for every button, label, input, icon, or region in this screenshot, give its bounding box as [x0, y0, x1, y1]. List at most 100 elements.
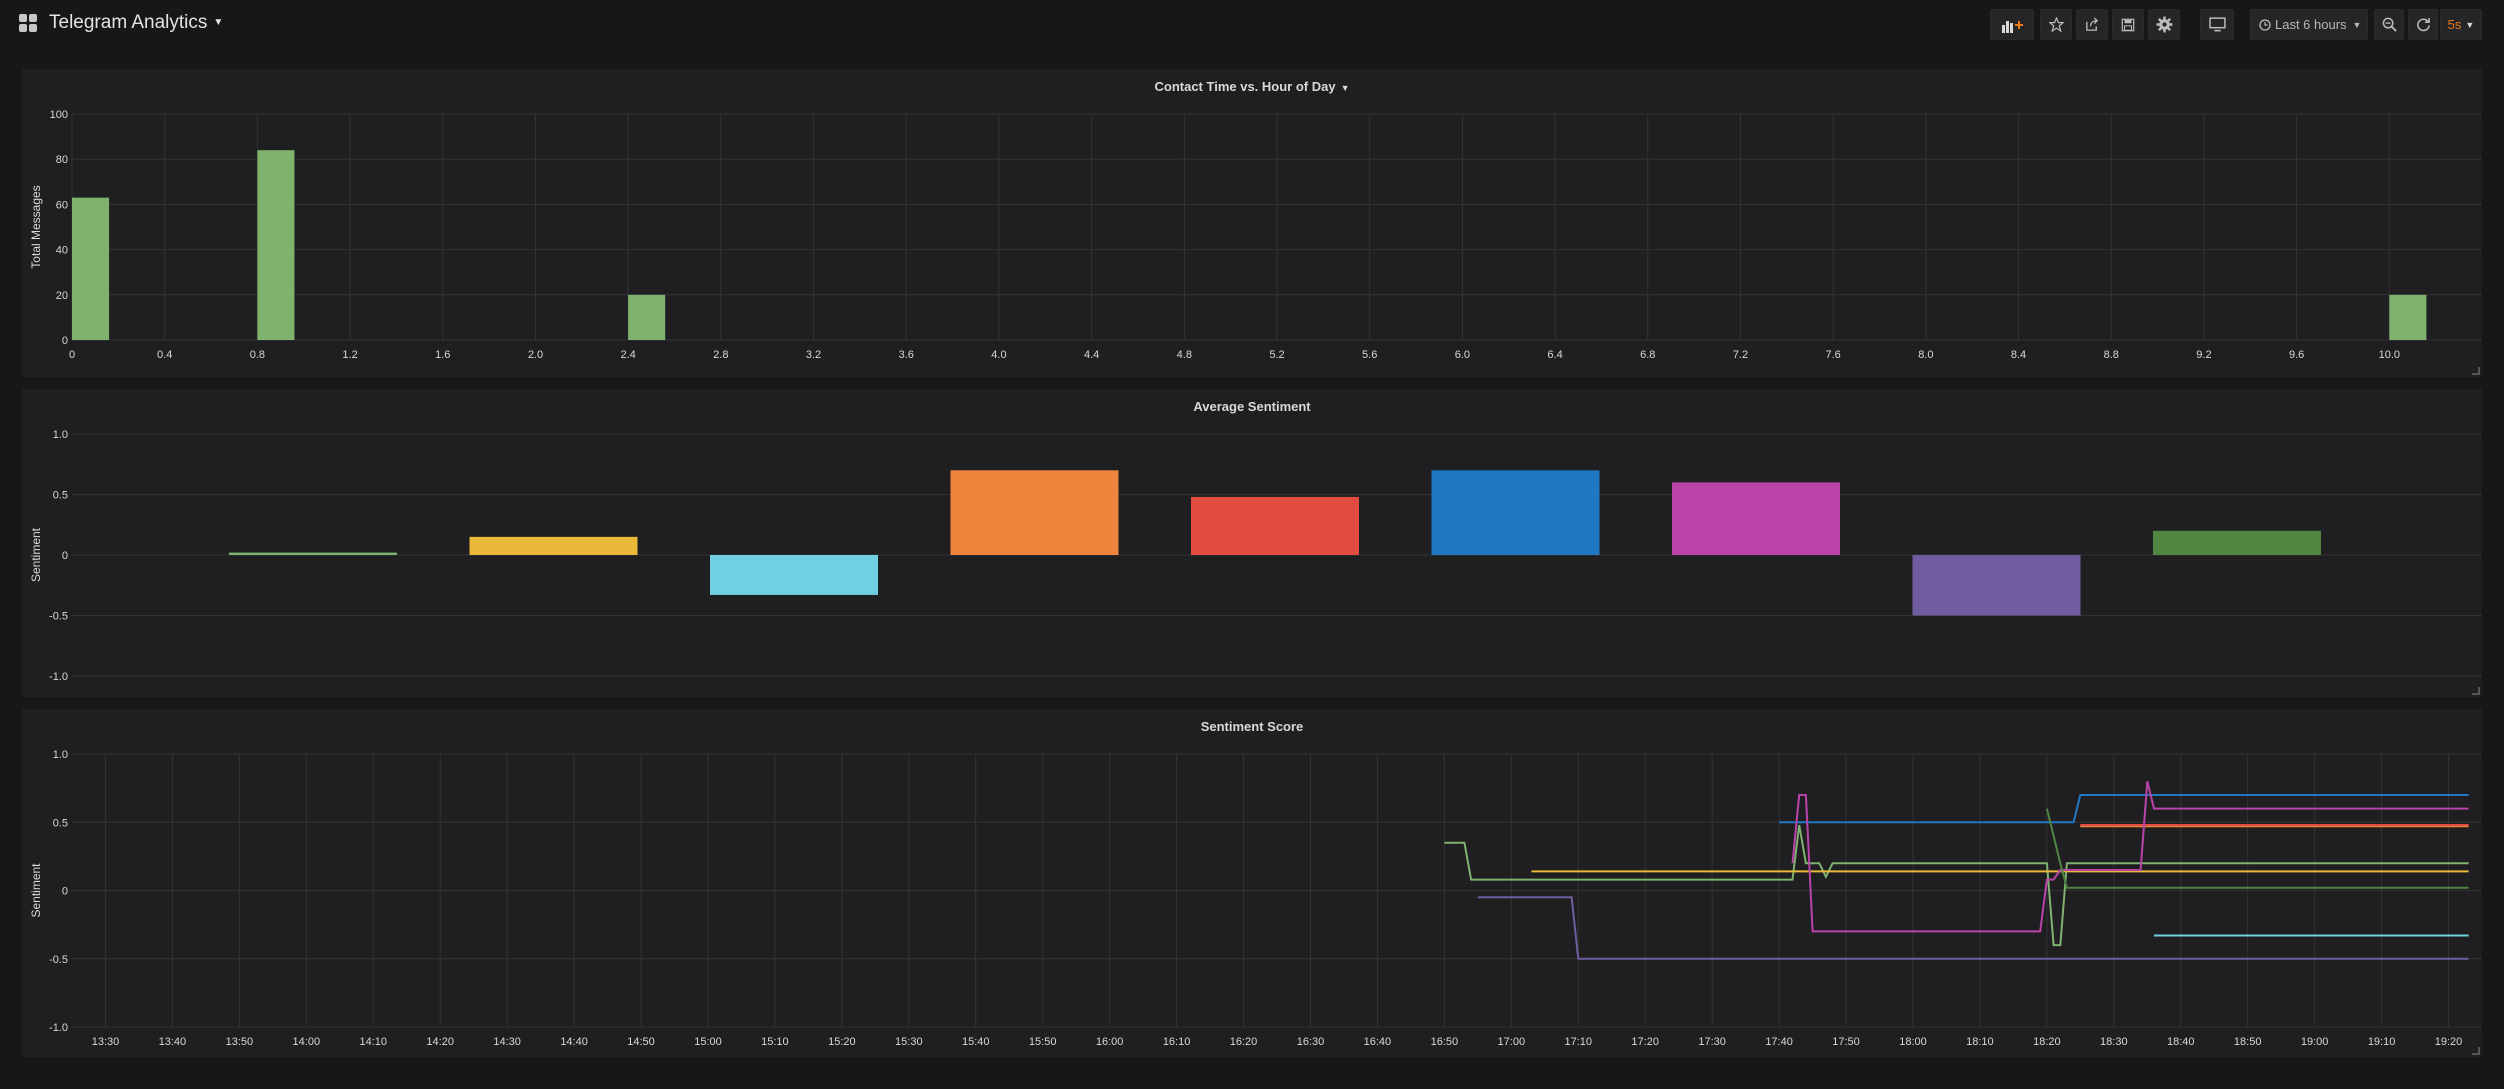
y-tick-label: 1.0 — [53, 749, 68, 761]
panel-title[interactable]: Contact Time vs. Hour of Day ▼ — [22, 79, 2482, 94]
y-tick-label: 60 — [56, 199, 68, 211]
x-tick-label: 19:20 — [2435, 1036, 2463, 1048]
x-tick-label: 17:40 — [1765, 1036, 1793, 1048]
x-tick-label: 14:40 — [560, 1036, 588, 1048]
chevron-down-icon: ▼ — [1340, 83, 1350, 93]
x-tick-label: 10.0 — [2379, 349, 2400, 361]
star-button[interactable] — [2040, 9, 2072, 40]
y-tick-label: 20 — [56, 290, 68, 302]
bar — [1912, 555, 2081, 616]
y-tick-label: -1.0 — [49, 1022, 68, 1034]
share-button[interactable] — [2076, 9, 2108, 40]
y-tick-label: 100 — [50, 109, 68, 121]
y-tick-label: 0.5 — [53, 817, 68, 829]
x-tick-label: 14:30 — [493, 1036, 521, 1048]
dashboards-grid-icon[interactable] — [19, 14, 38, 33]
x-tick-label: 17:10 — [1564, 1036, 1592, 1048]
panel-contact-time: Contact Time vs. Hour of Day ▼ 0 20 40 60 80 1… — [22, 69, 2482, 377]
star-icon — [2048, 17, 2064, 32]
x-tick-label: 13:50 — [226, 1036, 254, 1048]
chevron-down-icon: ▼ — [2352, 19, 2362, 30]
x-tick-label: 15:00 — [694, 1036, 722, 1048]
x-tick-label: 14:00 — [293, 1036, 321, 1048]
x-tick-label: 1.2 — [342, 349, 357, 361]
bar — [229, 552, 397, 555]
x-tick-label: 15:30 — [895, 1036, 923, 1048]
x-tick-label: 14:50 — [627, 1036, 655, 1048]
zoom-out-button[interactable] — [2374, 9, 2404, 40]
x-tick-label: 17:30 — [1698, 1036, 1726, 1048]
panel-title-text: Contact Time vs. Hour of Day — [1154, 79, 1336, 94]
y-tick-label: 0.5 — [53, 490, 68, 502]
x-tick-label: 15:10 — [761, 1036, 789, 1048]
refresh-interval-label: 5s — [2447, 17, 2462, 32]
settings-button[interactable] — [2148, 9, 2180, 40]
bar — [710, 555, 878, 595]
bar — [1672, 482, 1840, 555]
time-range-picker[interactable]: Last 6 hours ▼ — [2250, 9, 2368, 40]
x-tick-label: 13:40 — [159, 1036, 187, 1048]
sentiment-score-line-chart: 1.0 0.5 0 -0.5 -1.0 13:30 13:40 13:50 14:00 14:10… — [29, 749, 2482, 1048]
zoom-out-icon — [2382, 17, 2397, 32]
bar — [2389, 294, 2427, 340]
x-tick-label: 9.2 — [2196, 349, 2211, 361]
x-tick-label: 6.0 — [1455, 349, 1470, 361]
x-tick-label: 15:50 — [1029, 1036, 1057, 1048]
y-tick-label: 0 — [62, 886, 68, 898]
panel-title[interactable]: Average Sentiment — [22, 399, 2482, 414]
x-tick-label: 6.8 — [1640, 349, 1655, 361]
bar — [1431, 470, 1600, 555]
x-tick-label: 6.4 — [1547, 349, 1562, 361]
panel-title[interactable]: Sentiment Score — [22, 719, 2482, 734]
save-icon — [2121, 18, 2135, 31]
tv-mode-button[interactable] — [2200, 9, 2234, 40]
panel-resize-handle[interactable] — [2472, 367, 2480, 375]
y-axis-label: Sentiment — [29, 863, 43, 918]
panel-sentiment-score: Sentiment Score 1.0 0.5 0 -0.5 -1.0 13:30 13:4… — [22, 709, 2482, 1057]
x-tick-label: 19:10 — [2368, 1036, 2396, 1048]
panel-resize-handle[interactable] — [2472, 1047, 2480, 1055]
dashboard-title[interactable]: Telegram Analytics ▼ — [49, 12, 223, 34]
y-axis-label: Total Messages — [29, 185, 43, 268]
average-sentiment-bar-chart: 1.0 0.5 0 -0.5 -1.0 Sentiment — [29, 429, 2482, 683]
series-line — [1779, 794, 2469, 824]
bar-chart-plus-icon — [2002, 20, 2023, 33]
x-tick-label: 9.6 — [2289, 349, 2304, 361]
refresh-interval-picker[interactable]: 5s ▼ — [2440, 9, 2482, 40]
x-tick-label: 2.0 — [528, 349, 543, 361]
x-tick-label: 2.8 — [713, 349, 728, 361]
bar — [469, 536, 638, 555]
refresh-button[interactable] — [2408, 9, 2438, 40]
panel-resize-handle[interactable] — [2472, 687, 2480, 695]
y-tick-label: -0.5 — [49, 954, 68, 966]
bar — [2153, 530, 2321, 555]
y-tick-label: 40 — [56, 245, 68, 257]
x-tick-label: 15:40 — [962, 1036, 990, 1048]
clock-icon — [2259, 18, 2271, 31]
x-tick-label: 1.6 — [435, 349, 450, 361]
x-tick-label: 19:00 — [2301, 1036, 2329, 1048]
x-tick-label: 13:30 — [92, 1036, 120, 1048]
x-tick-label: 3.6 — [899, 349, 914, 361]
x-tick-label: 4.0 — [991, 349, 1006, 361]
x-tick-label: 16:50 — [1431, 1036, 1459, 1048]
panel-average-sentiment: Average Sentiment 1.0 0.5 0 -0.5 -1.0 Sentime… — [22, 389, 2482, 697]
share-icon — [2085, 17, 2098, 31]
x-tick-label: 7.2 — [1733, 349, 1748, 361]
y-tick-label: 80 — [56, 154, 68, 166]
x-tick-label: 16:30 — [1297, 1036, 1325, 1048]
x-tick-label: 0 — [69, 349, 75, 361]
bar — [72, 197, 110, 340]
series-line — [1477, 896, 2469, 960]
x-tick-label: 16:20 — [1230, 1036, 1258, 1048]
series-line — [2045, 808, 2469, 889]
top-navbar: Telegram Analytics ▼ Last 6 hours ▼ 5s ▼ — [0, 0, 2504, 56]
x-tick-label: 16:00 — [1096, 1036, 1124, 1048]
x-tick-label: 4.8 — [1177, 349, 1192, 361]
x-tick-label: 18:00 — [1899, 1036, 1927, 1048]
x-tick-label: 3.2 — [806, 349, 821, 361]
save-button[interactable] — [2112, 9, 2144, 40]
add-panel-button[interactable] — [1990, 9, 2034, 40]
x-tick-label: 18:20 — [2033, 1036, 2061, 1048]
x-tick-label: 0.4 — [157, 349, 172, 361]
